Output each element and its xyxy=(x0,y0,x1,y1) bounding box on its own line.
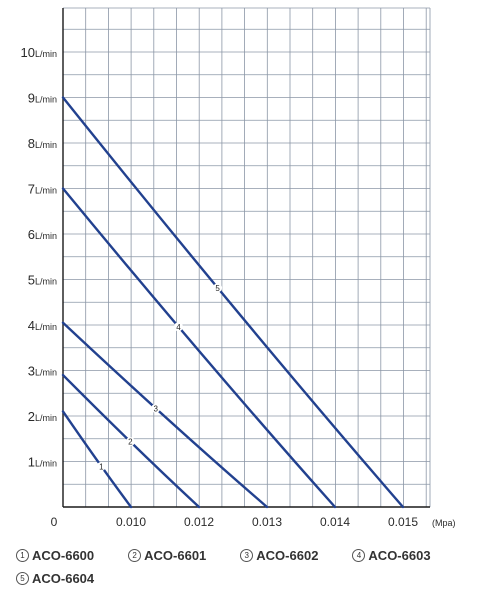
series-label-knockout xyxy=(96,461,106,471)
series-curve xyxy=(61,321,269,509)
legend-label: ACO-6603 xyxy=(368,548,431,563)
chart-legend: 1 ACO-6600 2 ACO-6601 3 ACO-6602 4 ACO-6… xyxy=(16,548,476,586)
x-axis-unit: (Mpa) xyxy=(432,518,456,528)
y-tick-label: 1L/min xyxy=(28,455,57,470)
y-tick-label: 7L/min xyxy=(28,182,57,197)
legend-item: 3 ACO-6602 xyxy=(240,548,318,563)
series-label-knockout xyxy=(151,403,161,413)
legend-number-badge: 3 xyxy=(240,549,254,562)
legend-label: ACO-6601 xyxy=(144,548,207,563)
chart-series: 1 2 3 4 5 xyxy=(61,96,405,509)
legend-label: ACO-6602 xyxy=(256,548,319,563)
y-tick-label: 8L/min xyxy=(28,136,57,151)
x-tick-label: 0 xyxy=(51,515,58,529)
y-tick-label: 2L/min xyxy=(28,409,57,424)
legend-number-badge: 1 xyxy=(16,549,29,562)
legend-number-badge: 5 xyxy=(16,572,29,585)
y-tick-label: 4L/min xyxy=(28,318,57,333)
legend-item: 1 ACO-6600 xyxy=(16,548,94,563)
pump-flow-chart: 1L/min 2L/min 3L/min 4L/min 5L/min 6L/min 7L/m… xyxy=(21,7,456,529)
legend-label: ACO-6600 xyxy=(32,548,95,563)
legend-label: ACO-6604 xyxy=(32,571,95,586)
series-number-label: 2 xyxy=(128,438,133,447)
legend-number-badge: 2 xyxy=(128,549,142,562)
legend-item: 5 ACO-6604 xyxy=(16,571,94,586)
x-tick-label: 0.010 xyxy=(116,515,146,529)
chart-axes xyxy=(62,8,430,508)
x-tick-label: 0.012 xyxy=(184,515,214,529)
series-label-knockout xyxy=(173,322,183,332)
series-curve xyxy=(61,96,405,509)
series-curve xyxy=(61,187,337,509)
series-number-label: 1 xyxy=(99,462,104,471)
x-tick-label: 0.015 xyxy=(388,515,418,529)
series-number-label: 3 xyxy=(154,404,159,413)
series-label-knockout xyxy=(125,437,135,447)
y-tick-label: 6L/min xyxy=(28,227,57,242)
series-curve xyxy=(61,410,133,509)
y-tick-label: 9L/min xyxy=(28,91,57,106)
series-number-label: 5 xyxy=(215,284,220,293)
y-tick-labels: 1L/min 2L/min 3L/min 4L/min 5L/min 6L/min 7L/m… xyxy=(21,45,57,470)
y-tick-label: 5L/min xyxy=(28,273,57,288)
chart-grid xyxy=(63,7,431,507)
x-tick-label: 0.013 xyxy=(252,515,282,529)
series-number-label: 4 xyxy=(176,323,181,332)
legend-item: 4 ACO-6603 xyxy=(352,548,431,563)
y-tick-label: 3L/min xyxy=(28,364,57,379)
legend-number-badge: 4 xyxy=(352,549,366,562)
y-tick-label: 10L/min xyxy=(21,45,57,60)
x-tick-label: 0.014 xyxy=(320,515,350,529)
legend-item: 2 ACO-6601 xyxy=(128,548,206,563)
x-tick-labels: 0 0.010 0.012 0.013 0.014 0.015 (Mpa) xyxy=(51,515,456,529)
series-label-knockout xyxy=(213,283,223,293)
